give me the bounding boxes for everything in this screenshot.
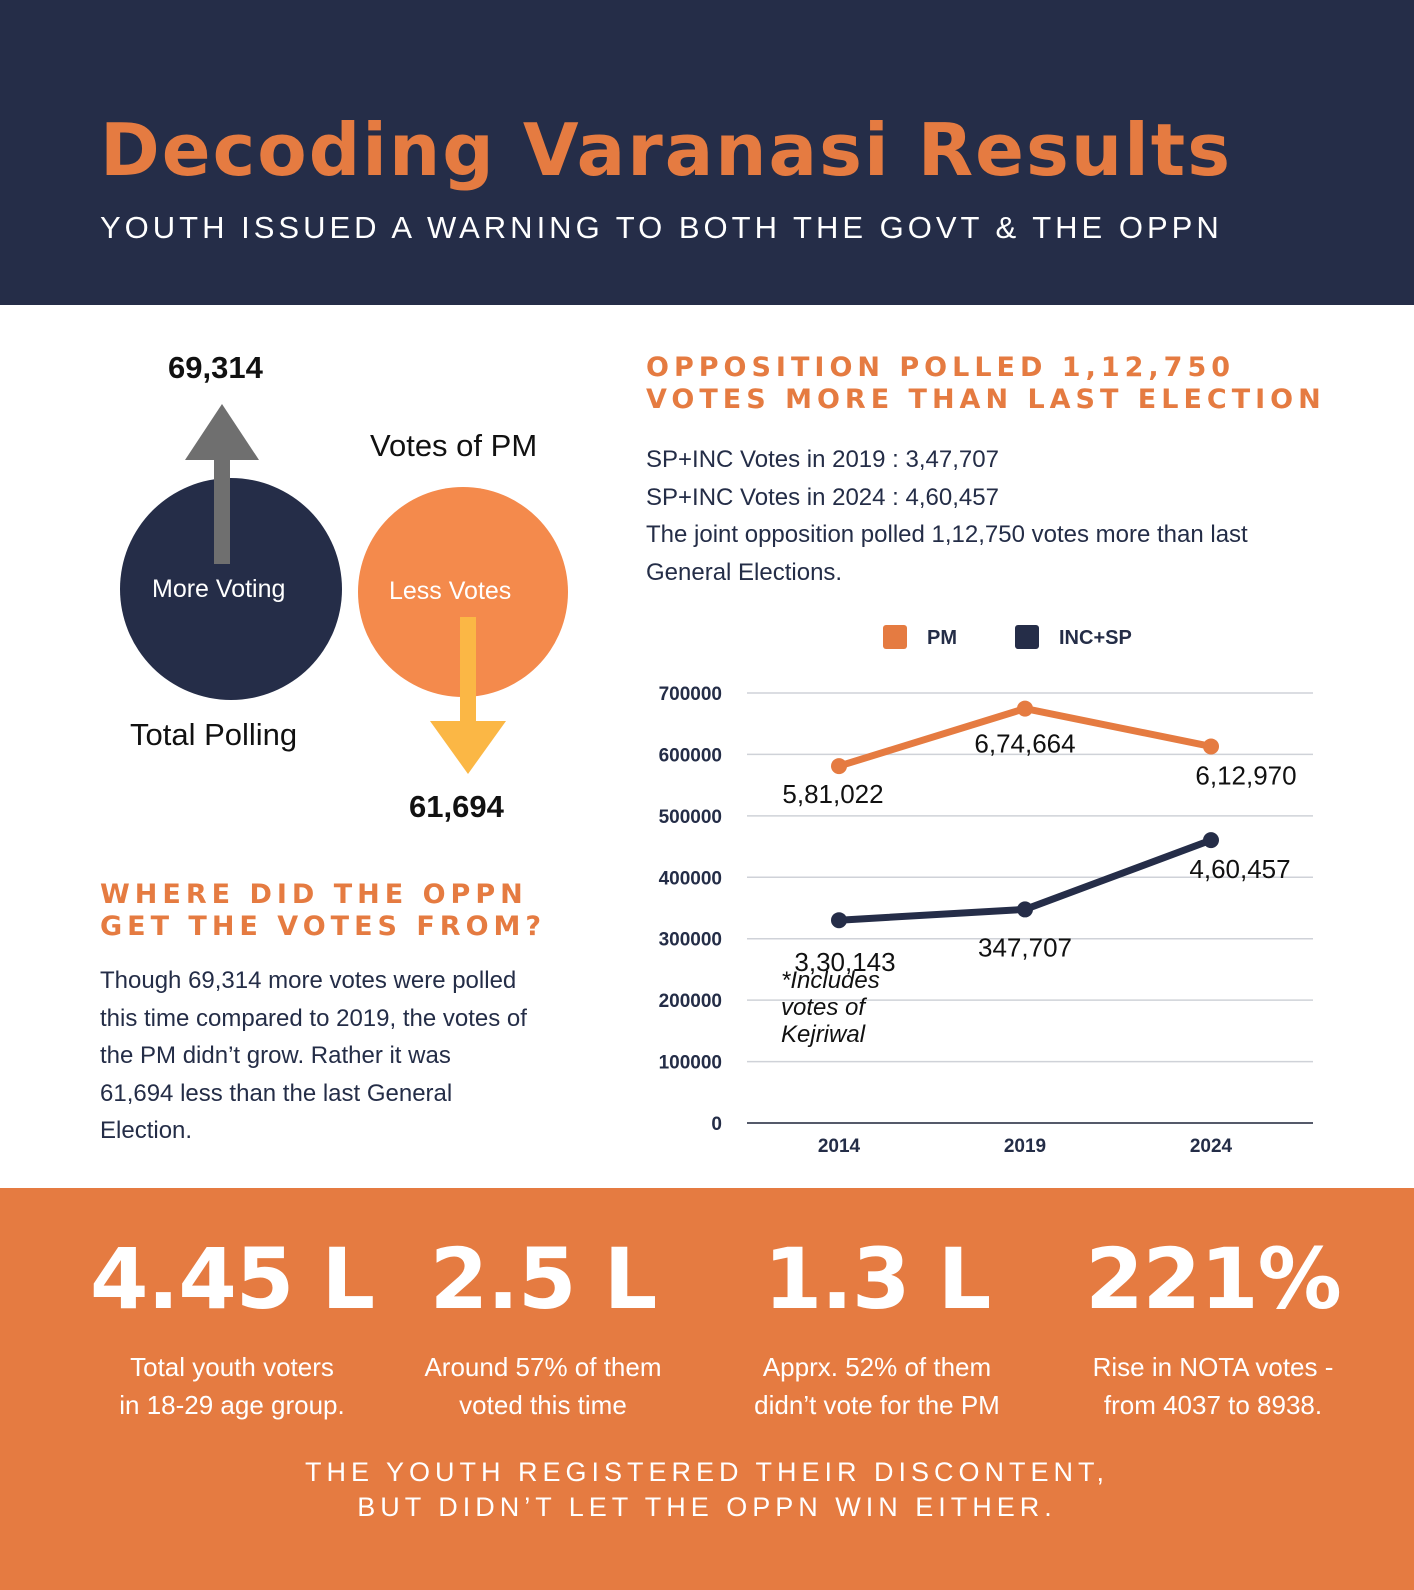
where-heading-line2: GET THE VOTES FROM?: [100, 911, 547, 942]
opposition-body: SP+INC Votes in 2019 : 3,47,707 SP+INC V…: [646, 441, 1286, 591]
less-votes-label: Less Votes: [389, 577, 512, 605]
opposition-heading: OPPOSITION POLLED 1,12,750 VOTES MORE TH…: [646, 352, 1326, 416]
data-point: [1203, 832, 1219, 849]
footer-note-line1: THE YOUTH REGISTERED THEIR DISCONTENT,: [304, 1457, 1110, 1487]
stat-value: 2.5 L: [429, 1230, 658, 1328]
y-tick-label: 700000: [659, 684, 722, 705]
data-point: [1017, 700, 1033, 717]
data-label: 4,60,457: [1189, 854, 1290, 884]
data-label: 347,707: [978, 932, 1072, 962]
legend-label: INC+SP: [1059, 627, 1132, 649]
data-label: 5,81,022: [782, 779, 883, 809]
stat-desc-line: Apprx. 52% of them: [762, 1352, 992, 1382]
annotation-text: votes of: [781, 994, 867, 1021]
where-body: Though 69,314 more votes were polled thi…: [100, 967, 527, 1144]
stat-desc: Total youth voters in 18-29 age group.: [67, 1348, 397, 1424]
votes-line-chart: 0 100000 200000 300000 400000 500000 600000 700…: [659, 625, 1313, 1157]
legend-swatch: [883, 625, 907, 649]
opposition-line-2019: SP+INC Votes in 2019 : 3,47,707: [646, 446, 999, 473]
data-label: 6,12,970: [1195, 760, 1296, 790]
x-tick-label: 2014: [818, 1136, 861, 1157]
y-tick-label: 300000: [659, 930, 722, 951]
more-voting-label: More Voting: [152, 575, 286, 603]
y-tick-label: 500000: [659, 807, 722, 828]
stat-desc-line: in 18-29 age group.: [119, 1390, 345, 1420]
opposition-heading-line2: VOTES MORE THAN LAST ELECTION: [646, 384, 1326, 415]
where-heading-line1: WHERE DID THE OPPN: [100, 879, 528, 910]
data-point: [1203, 738, 1219, 755]
x-tick-label: 2019: [1004, 1136, 1046, 1157]
total-polling-circle: [120, 478, 342, 700]
where-heading: WHERE DID THE OPPN GET THE VOTES FROM?: [100, 879, 546, 943]
opposition-heading-line1: OPPOSITION POLLED 1,12,750: [646, 352, 1236, 383]
footer-note-line2: BUT DIDN’T LET THE OPPN WIN EITHER.: [357, 1492, 1057, 1522]
footer-note: THE YOUTH REGISTERED THEIR DISCONTENT, B…: [0, 1455, 1414, 1525]
stat-voted: 2.5 L Around 57% of them voted this time: [378, 1230, 708, 1424]
total-polling-label: Total Polling: [130, 717, 298, 752]
y-tick-label: 600000: [659, 745, 722, 766]
votes-of-pm-label: Votes of PM: [370, 428, 538, 463]
less-votes-number: 61,694: [409, 789, 504, 824]
up-arrow-icon: [185, 404, 259, 564]
stat-value: 1.3 L: [763, 1230, 992, 1328]
stat-desc-line: Total youth voters: [130, 1352, 334, 1382]
more-votes-number: 69,314: [168, 350, 263, 385]
stat-desc-line: Rise in NOTA votes -: [1092, 1352, 1334, 1382]
page-title: Decoding Varanasi Results: [100, 108, 1233, 192]
y-tick-label: 100000: [659, 1053, 722, 1074]
annotation-text: *Includes: [781, 967, 880, 994]
stat-youth-voters: 4.45 L Total youth voters in 18-29 age g…: [67, 1230, 397, 1424]
legend-swatch: [1015, 625, 1039, 649]
stat-desc: Apprx. 52% of them didn’t vote for the P…: [712, 1348, 1042, 1424]
stat-not-pm: 1.3 L Apprx. 52% of them didn’t vote for…: [712, 1230, 1042, 1424]
y-tick-label: 200000: [659, 991, 722, 1012]
data-point: [831, 912, 847, 929]
data-point: [1017, 901, 1033, 918]
x-tick-label: 2024: [1190, 1136, 1233, 1157]
stat-desc: Rise in NOTA votes - from 4037 to 8938.: [1048, 1348, 1378, 1424]
stat-desc-line: didn’t vote for the PM: [754, 1390, 1000, 1420]
stat-desc-line: from 4037 to 8938.: [1103, 1390, 1323, 1420]
data-label: 6,74,664: [974, 729, 1075, 759]
header-banner: [0, 0, 1414, 305]
y-tick-label: 400000: [659, 868, 722, 889]
stat-value: 221%: [1085, 1230, 1342, 1328]
y-tick-label: 0: [711, 1114, 722, 1135]
opposition-line-2024: SP+INC Votes in 2024 : 4,60,457: [646, 483, 999, 511]
opposition-summary: The joint opposition polled 1,12,750 vot…: [646, 521, 1248, 586]
stat-desc-line: Around 57% of them: [424, 1352, 662, 1382]
stat-nota: 221% Rise in NOTA votes - from 4037 to 8…: [1048, 1230, 1378, 1424]
data-point: [831, 758, 847, 775]
stat-desc: Around 57% of them voted this time: [378, 1348, 708, 1424]
footer-banner: [0, 1188, 1414, 1590]
annotation-text: Kejriwal: [781, 1021, 866, 1048]
page-subtitle: YOUTH ISSUED A WARNING TO BOTH THE GOVT …: [100, 210, 1223, 245]
legend-label: PM: [927, 627, 957, 649]
stat-desc-line: voted this time: [459, 1390, 627, 1420]
down-arrow-icon: [430, 617, 506, 774]
stat-value: 4.45 L: [89, 1230, 375, 1328]
data-label: 3,30,143: [794, 947, 895, 977]
